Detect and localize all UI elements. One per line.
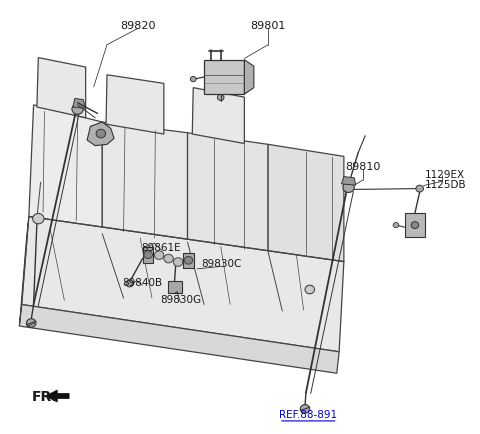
- Circle shape: [173, 258, 183, 267]
- Circle shape: [72, 105, 84, 115]
- Polygon shape: [192, 89, 244, 144]
- Circle shape: [393, 223, 399, 228]
- Polygon shape: [341, 177, 356, 186]
- Text: 1129EX: 1129EX: [424, 169, 465, 179]
- Polygon shape: [22, 217, 344, 352]
- Circle shape: [164, 255, 173, 263]
- Circle shape: [411, 222, 419, 229]
- Circle shape: [305, 286, 314, 294]
- Text: 89830G: 89830G: [160, 294, 201, 304]
- Circle shape: [33, 214, 44, 224]
- Circle shape: [217, 95, 224, 101]
- Text: REF.88-891: REF.88-891: [279, 409, 337, 419]
- Polygon shape: [143, 247, 154, 263]
- Polygon shape: [37, 59, 86, 118]
- Text: 89830C: 89830C: [202, 258, 242, 268]
- Text: 89820: 89820: [120, 21, 156, 31]
- Polygon shape: [102, 123, 188, 243]
- Polygon shape: [204, 61, 244, 95]
- Circle shape: [126, 280, 133, 287]
- Circle shape: [144, 251, 153, 259]
- Circle shape: [343, 183, 354, 193]
- Circle shape: [26, 319, 36, 328]
- Circle shape: [300, 404, 310, 413]
- Polygon shape: [268, 145, 344, 262]
- Polygon shape: [87, 123, 114, 146]
- Polygon shape: [168, 281, 182, 293]
- Circle shape: [155, 251, 164, 260]
- Polygon shape: [106, 76, 164, 135]
- Circle shape: [96, 130, 106, 138]
- Polygon shape: [19, 217, 29, 326]
- Text: 89840B: 89840B: [122, 277, 163, 287]
- Circle shape: [184, 257, 193, 265]
- Polygon shape: [183, 253, 194, 269]
- Polygon shape: [405, 214, 425, 237]
- Text: FR.: FR.: [32, 389, 58, 403]
- Text: 89810: 89810: [345, 161, 381, 171]
- Text: 89801: 89801: [251, 21, 286, 31]
- Text: 89861E: 89861E: [142, 242, 181, 252]
- Circle shape: [191, 77, 196, 82]
- Text: 1125DB: 1125DB: [424, 179, 466, 189]
- Circle shape: [416, 186, 423, 193]
- Polygon shape: [244, 61, 254, 95]
- Polygon shape: [46, 390, 69, 402]
- Polygon shape: [19, 305, 339, 373]
- Polygon shape: [73, 99, 86, 109]
- Polygon shape: [188, 133, 268, 252]
- Polygon shape: [29, 105, 102, 234]
